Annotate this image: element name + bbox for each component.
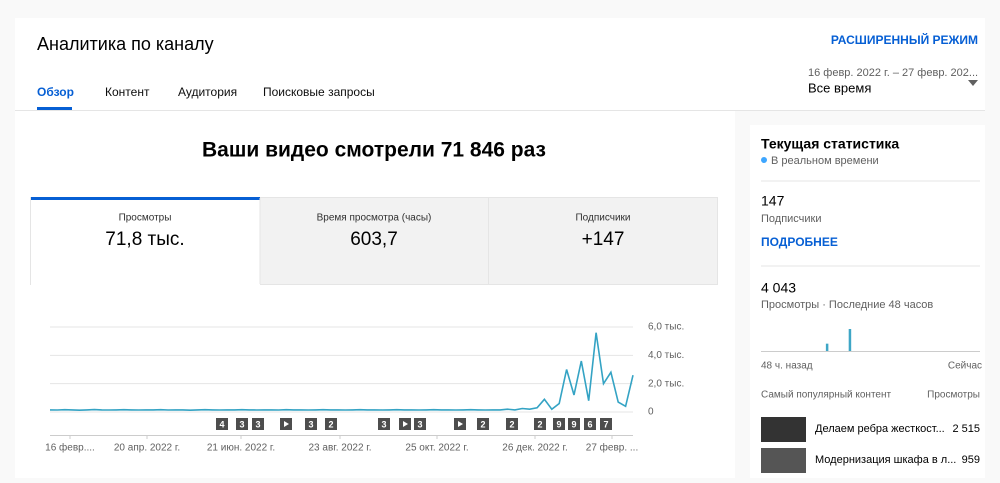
play-icon (403, 421, 408, 427)
x-tick-label: 20 апр. 2022 г. (114, 443, 180, 454)
period[interactable]: Все время (808, 80, 871, 95)
video-marker[interactable] (216, 418, 228, 430)
video-marker-label: 2 (537, 419, 542, 429)
headline: Ваши видео смотрели 71 846 раз (202, 139, 546, 162)
video-marker[interactable] (477, 418, 489, 430)
x-tick-label: 21 июн. 2022 г. (207, 443, 275, 454)
y-tick-label: 0 (648, 407, 654, 418)
metric-value: 71,8 тыс. (105, 229, 184, 250)
line (49, 332, 634, 412)
top-views-heading: Просмотры (927, 390, 980, 401)
video-marker[interactable] (568, 418, 580, 430)
mini-end: Сейчас (948, 361, 982, 372)
content-views: 959 (962, 454, 980, 466)
tab[interactable]: Поисковые запросы (263, 85, 375, 99)
y-tick-label: 2,0 тыс. (648, 378, 684, 389)
video-marker[interactable] (506, 418, 518, 430)
video-marker-label: 9 (556, 419, 561, 429)
play-icon (284, 421, 289, 427)
video-marker[interactable] (584, 418, 596, 430)
metric-label: Подписчики (575, 213, 630, 224)
tab-underline (37, 107, 72, 110)
views-value: 4 043 (761, 280, 796, 296)
video-marker[interactable] (252, 418, 264, 430)
metric-label: Время просмотра (часы) (317, 213, 432, 224)
video-marker-label: 4 (219, 419, 224, 429)
live-dot (761, 157, 767, 163)
y-tick-label: 6,0 тыс. (648, 322, 684, 333)
metric-active[interactable] (31, 198, 260, 288)
x-tick-label: 26 дек. 2022 г. (502, 443, 567, 454)
subscribers-label: Подписчики (761, 213, 822, 225)
video-marker[interactable] (600, 418, 612, 430)
metric-active-bar (31, 197, 260, 200)
advanced-mode[interactable]: РАСШИРЕННЫЙ РЕЖИМ (831, 32, 978, 47)
video-marker-label: 3 (308, 419, 313, 429)
tab[interactable]: Аудитория (178, 85, 237, 99)
video-marker-label: 9 (571, 419, 576, 429)
subscribers-value: 147 (761, 193, 785, 209)
video-marker[interactable] (378, 418, 390, 430)
tab[interactable]: Обзор (37, 85, 74, 99)
x-tick-label: 23 авг. 2022 г. (309, 443, 372, 454)
video-marker-label: 2 (328, 419, 333, 429)
content-views: 2 515 (952, 423, 980, 435)
video-marker-label: 3 (255, 419, 260, 429)
mini-bar (848, 329, 852, 351)
video-marker[interactable] (325, 418, 337, 430)
date-range: 16 февр. 2022 г. – 27 февр. 202... (808, 67, 978, 79)
more-link[interactable]: ПОДРОБНЕЕ (761, 235, 838, 249)
y-tick-label: 4,0 тыс. (648, 350, 684, 361)
thumbnail[interactable] (761, 448, 806, 473)
metric-value: +147 (582, 229, 625, 250)
page-title: Аналитика по каналу (37, 34, 214, 54)
content-title[interactable]: Модернизация шкафа в л... (815, 454, 956, 466)
video-marker[interactable] (534, 418, 546, 430)
content-title[interactable]: Делаем ребра жесткост... (815, 423, 945, 435)
tab[interactable]: Контент (105, 85, 150, 99)
x-tick-label: 27 февр. ... (586, 442, 638, 454)
video-marker-label: 3 (417, 419, 422, 429)
realtime-subtitle: В реальном времени (771, 155, 879, 167)
video-marker-label: 3 (239, 419, 244, 429)
realtime-title: Текущая статистика (761, 136, 899, 152)
video-marker[interactable] (414, 418, 426, 430)
mini-bar (825, 343, 829, 351)
views-label: Просмотры · Последние 48 часов (761, 299, 933, 311)
video-marker-label: 2 (509, 419, 514, 429)
video-marker-label: 7 (603, 419, 608, 429)
top-heading: Самый популярный контент (761, 390, 892, 401)
metric-label: Просмотры (119, 213, 172, 224)
video-marker[interactable] (236, 418, 248, 430)
dropdown-icon[interactable] (968, 80, 978, 86)
mini-start: 48 ч. назад (761, 361, 813, 372)
video-marker-label: 2 (480, 419, 485, 429)
metric-value: 603,7 (350, 229, 398, 250)
play-icon (458, 421, 463, 427)
x-tick-label: 25 окт. 2022 г. (405, 443, 468, 454)
video-marker-label: 3 (381, 419, 386, 429)
video-marker-label: 6 (587, 419, 592, 429)
thumbnail[interactable] (761, 417, 806, 442)
video-marker[interactable] (305, 418, 317, 430)
video-marker[interactable] (553, 418, 565, 430)
x-tick-label: 16 февр.... (45, 442, 95, 454)
